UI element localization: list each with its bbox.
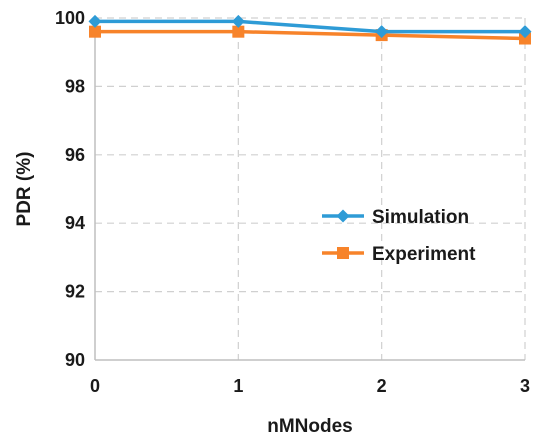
simulation-line [95,19,525,34]
data-series [88,14,532,45]
legend-simulation-marker [336,209,350,223]
experiment-point [232,25,245,38]
legend-experiment-marker [337,247,349,259]
y-tick-label: 90 [65,350,85,370]
y-tick-label: 100 [55,8,85,28]
y-axis-title: PDR (%) [14,152,35,227]
x-tick-label: 3 [520,376,530,396]
x-axis-title: nMNodes [267,416,353,437]
experiment-point [519,32,531,45]
simulation-point [518,25,532,39]
experiment-point [89,25,101,38]
x-tick-label: 1 [233,376,243,396]
x-tick-label: 0 [90,376,100,396]
y-tick-label: 94 [65,213,85,233]
legend-simulation-label: Simulation [372,207,469,228]
simulation-point [375,25,389,39]
y-tick-label: 98 [65,76,85,96]
experiment-line [95,29,526,41]
y-tick-label: 92 [65,282,85,302]
axes [94,18,525,361]
grid-lines [95,17,526,360]
simulation-point [231,14,245,28]
simulation-point [88,14,102,28]
x-tick-label: 2 [377,376,387,396]
legend-experiment-label: Experiment [372,244,476,265]
legend: Simulation Experiment [322,207,476,265]
tick-labels: 90 92 94 96 98 100 0 1 2 3 [55,8,530,396]
y-tick-label: 96 [65,145,85,165]
